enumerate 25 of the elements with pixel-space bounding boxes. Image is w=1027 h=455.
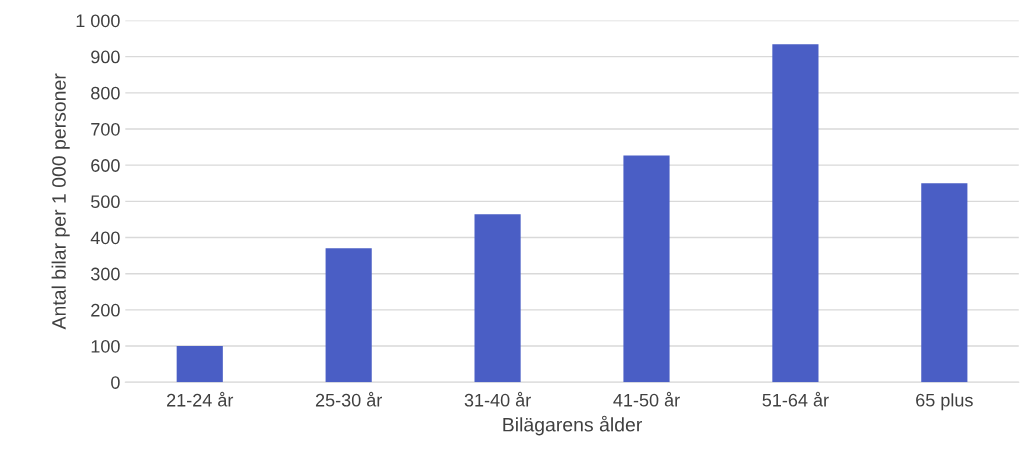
y-tick-label: 200 [91, 303, 120, 317]
y-tick-label: 600 [91, 159, 120, 172]
y-tick-label: 400 [90, 231, 120, 245]
bar [474, 214, 521, 383]
x-tick-label: 31-40 år [464, 391, 531, 407]
y-tick-label: 0 [111, 376, 120, 389]
y-axis-title: Antal bilar per 1 000 personer [51, 73, 70, 330]
x-tick-label: 25-30 år [315, 391, 382, 407]
x-tick-label: 21-24 år [167, 391, 234, 407]
x-axis-title: Bilägarens ålder [503, 415, 642, 436]
bar [772, 44, 819, 383]
x-tick-label: 41-50 år [613, 391, 680, 407]
y-tick-label: 500 [91, 195, 120, 209]
x-tick-label: 65 plus [916, 393, 973, 411]
x-tick-label: 51-64 år [762, 391, 829, 407]
y-tick-label: 800 [91, 86, 120, 100]
y-tick-label: 1 000 [76, 14, 120, 28]
bar [921, 183, 968, 383]
y-tick-label: 100 [91, 339, 120, 353]
y-tick-label: 300 [91, 267, 120, 281]
bar [325, 248, 372, 383]
bar [176, 346, 223, 383]
y-tick-label: 700 [91, 122, 120, 136]
y-tick-label: 900 [91, 50, 120, 64]
bar [623, 155, 670, 383]
